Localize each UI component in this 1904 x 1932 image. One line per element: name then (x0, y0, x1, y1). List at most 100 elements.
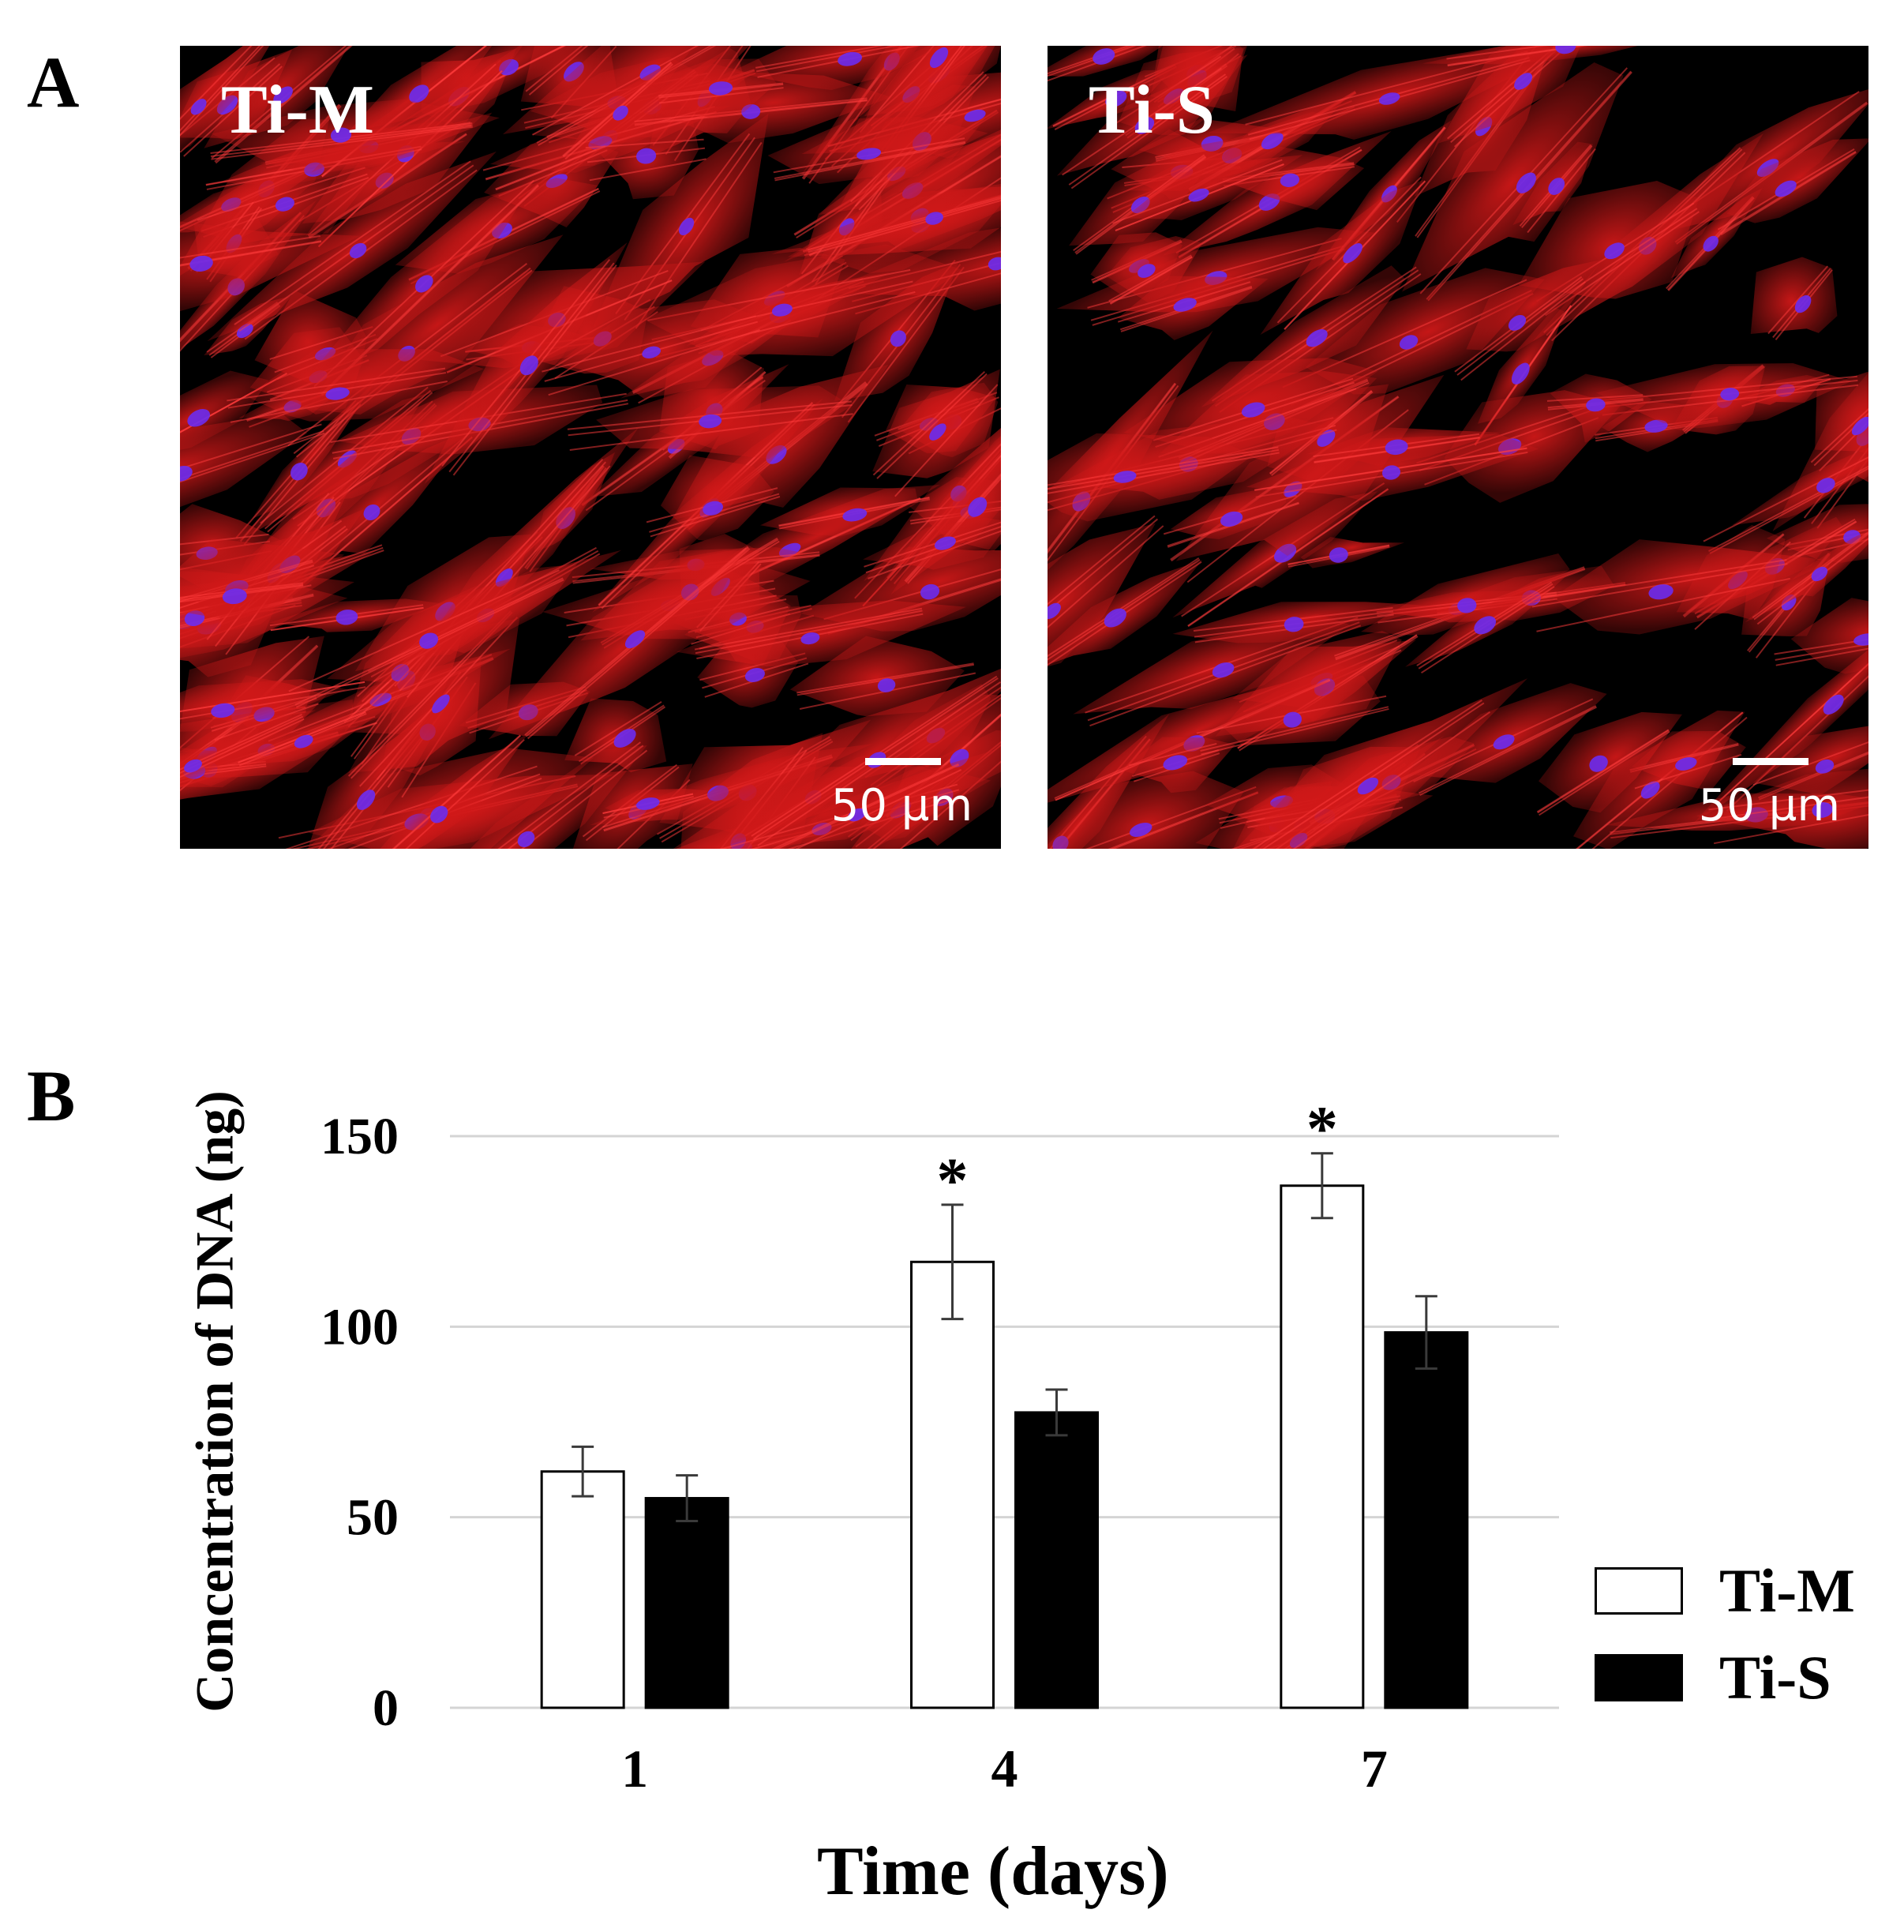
nucleus (419, 632, 439, 649)
nucleus (1220, 511, 1243, 527)
y-axis-label: Concentration of DNA (ng) (184, 1090, 245, 1713)
actin-fiber (894, 384, 999, 497)
cell (1287, 537, 1405, 568)
nucleus (1474, 616, 1497, 635)
nucleus (294, 734, 313, 748)
cell (585, 121, 707, 200)
nucleus (363, 504, 380, 520)
actin-fiber (400, 741, 642, 849)
significance-marker: * (937, 1146, 969, 1216)
nucleus (1048, 602, 1061, 620)
actin-fiber (569, 413, 853, 452)
nucleus (856, 148, 882, 160)
nucleus (187, 409, 211, 427)
nucleus (929, 423, 946, 441)
nucleus (1511, 362, 1530, 385)
cell-body (872, 369, 1000, 478)
legend-item-ti-s: Ti-S (1595, 1634, 1855, 1721)
nucleus (1555, 46, 1576, 54)
cell-body (180, 46, 292, 157)
nucleus (1280, 173, 1300, 187)
nucleus (1816, 478, 1835, 493)
actin-fiber (180, 423, 322, 514)
cell (1260, 176, 1426, 336)
nucleus (1283, 711, 1302, 728)
nucleus (1093, 48, 1115, 65)
nucleus (356, 790, 376, 810)
actin-fiber (528, 46, 604, 96)
nucleus (1261, 132, 1284, 150)
nucleus (349, 242, 367, 259)
nucleus (335, 610, 358, 625)
nucleus (517, 831, 535, 847)
nucleus (934, 536, 956, 550)
cell (180, 679, 366, 737)
micrograph-ti-s-label: Ti-S (1089, 72, 1215, 148)
nucleus (415, 275, 433, 293)
nucleus (189, 255, 213, 272)
cell (488, 546, 751, 740)
cell (1112, 155, 1303, 232)
actin-fiber (211, 126, 473, 160)
cell-body (1305, 268, 1545, 395)
cell-body (1170, 485, 1287, 539)
y-tick-label: 0 (373, 1679, 399, 1737)
legend-swatch-ti-m (1595, 1567, 1683, 1615)
nucleus (925, 212, 943, 225)
cell (1629, 730, 1746, 791)
nucleus (1775, 180, 1797, 197)
actin-fiber (1629, 743, 1739, 771)
nucleus (613, 105, 628, 121)
nucleus (1812, 802, 1833, 818)
cell (1163, 485, 1299, 548)
nucleus (1306, 329, 1328, 347)
actin-fiber (695, 610, 923, 655)
panel-letter-b: B (27, 1056, 76, 1136)
nucleus (890, 330, 906, 347)
nucleus (1675, 757, 1697, 771)
nucleus (1284, 617, 1304, 632)
nucleus (1381, 465, 1401, 480)
nucleus (1811, 566, 1828, 582)
actin-fiber (574, 701, 662, 756)
cell (1531, 539, 1833, 635)
legend-label-ti-m: Ti-M (1719, 1556, 1855, 1625)
nucleus (703, 501, 723, 516)
scale-bar (865, 758, 941, 765)
cell (771, 179, 1001, 256)
actin-fiber (197, 167, 365, 221)
actin-fiber (1767, 265, 1829, 335)
legend-swatch-ti-s (1595, 1654, 1683, 1701)
bar-ti-m (910, 1260, 995, 1709)
nucleus (409, 84, 429, 103)
cell (1212, 678, 1528, 849)
x-tick-label: 7 (1361, 1739, 1388, 1799)
cell-body (348, 617, 520, 773)
actin-fiber (548, 329, 760, 396)
cell (1717, 138, 1868, 236)
nucleus (929, 47, 949, 69)
cell-body (180, 413, 308, 520)
cell-body (1466, 259, 1603, 352)
panel-letter-a: A (27, 42, 80, 122)
cell (564, 698, 667, 773)
actin-fiber (1255, 711, 1491, 849)
actin-fiber (1129, 742, 1217, 767)
cell (872, 369, 1000, 497)
cell (1774, 598, 1868, 674)
nucleus (771, 303, 793, 317)
bar-ti-s (1014, 1411, 1099, 1709)
cell (1408, 683, 1607, 797)
cell (1810, 368, 1868, 471)
bar-ti-s (1384, 1331, 1469, 1709)
cell-body (1750, 257, 1838, 335)
cell (760, 487, 931, 537)
legend-label-ti-s: Ti-S (1719, 1643, 1831, 1712)
cell (646, 455, 781, 541)
actin-fiber (495, 144, 606, 190)
cell (369, 741, 648, 849)
cell (231, 706, 388, 767)
cell (677, 600, 967, 667)
cell (1546, 373, 1652, 443)
bar-ti-m (540, 1470, 625, 1709)
